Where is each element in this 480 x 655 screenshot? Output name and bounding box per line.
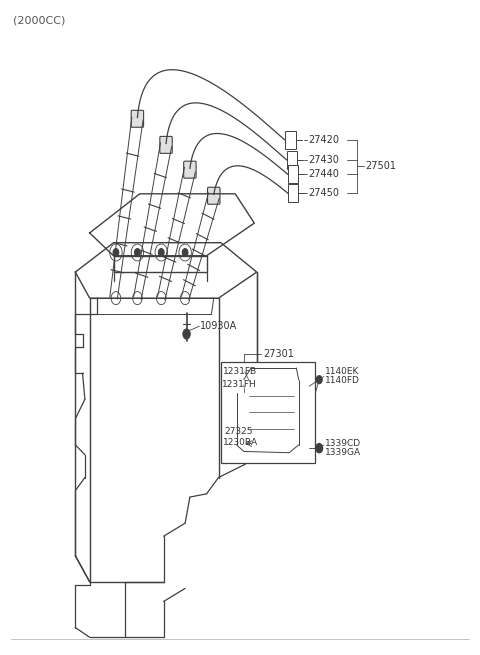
Circle shape <box>299 409 303 415</box>
Circle shape <box>113 249 119 256</box>
Text: 1339GA: 1339GA <box>325 448 361 457</box>
Bar <box>221 362 315 463</box>
Text: 1339CD: 1339CD <box>325 439 361 448</box>
Text: 27301: 27301 <box>263 348 294 358</box>
Circle shape <box>238 394 242 399</box>
FancyBboxPatch shape <box>184 161 196 178</box>
Text: (2000CC): (2000CC) <box>13 16 66 26</box>
Text: 1231FB: 1231FB <box>223 367 257 377</box>
Text: 1230BA: 1230BA <box>223 438 258 447</box>
Bar <box>287 151 297 169</box>
Text: 1231FH: 1231FH <box>222 381 257 389</box>
Bar <box>288 165 298 183</box>
Circle shape <box>182 249 188 256</box>
Bar <box>288 184 298 202</box>
Text: 27420: 27420 <box>308 136 339 145</box>
Circle shape <box>316 443 323 453</box>
Text: 1140EK: 1140EK <box>325 367 360 377</box>
FancyBboxPatch shape <box>131 110 144 127</box>
Circle shape <box>183 329 191 339</box>
FancyBboxPatch shape <box>207 187 220 204</box>
Circle shape <box>134 249 140 256</box>
Circle shape <box>158 249 164 256</box>
Text: 27501: 27501 <box>365 161 396 172</box>
Text: 10930A: 10930A <box>200 320 238 331</box>
Text: 1140FD: 1140FD <box>325 377 360 386</box>
Text: 27440: 27440 <box>308 169 339 179</box>
Circle shape <box>316 376 322 384</box>
Bar <box>285 131 296 149</box>
Text: 27325: 27325 <box>225 427 253 436</box>
FancyBboxPatch shape <box>160 136 172 153</box>
Circle shape <box>268 371 272 376</box>
Text: 27430: 27430 <box>308 155 339 165</box>
Text: 27450: 27450 <box>308 188 339 198</box>
